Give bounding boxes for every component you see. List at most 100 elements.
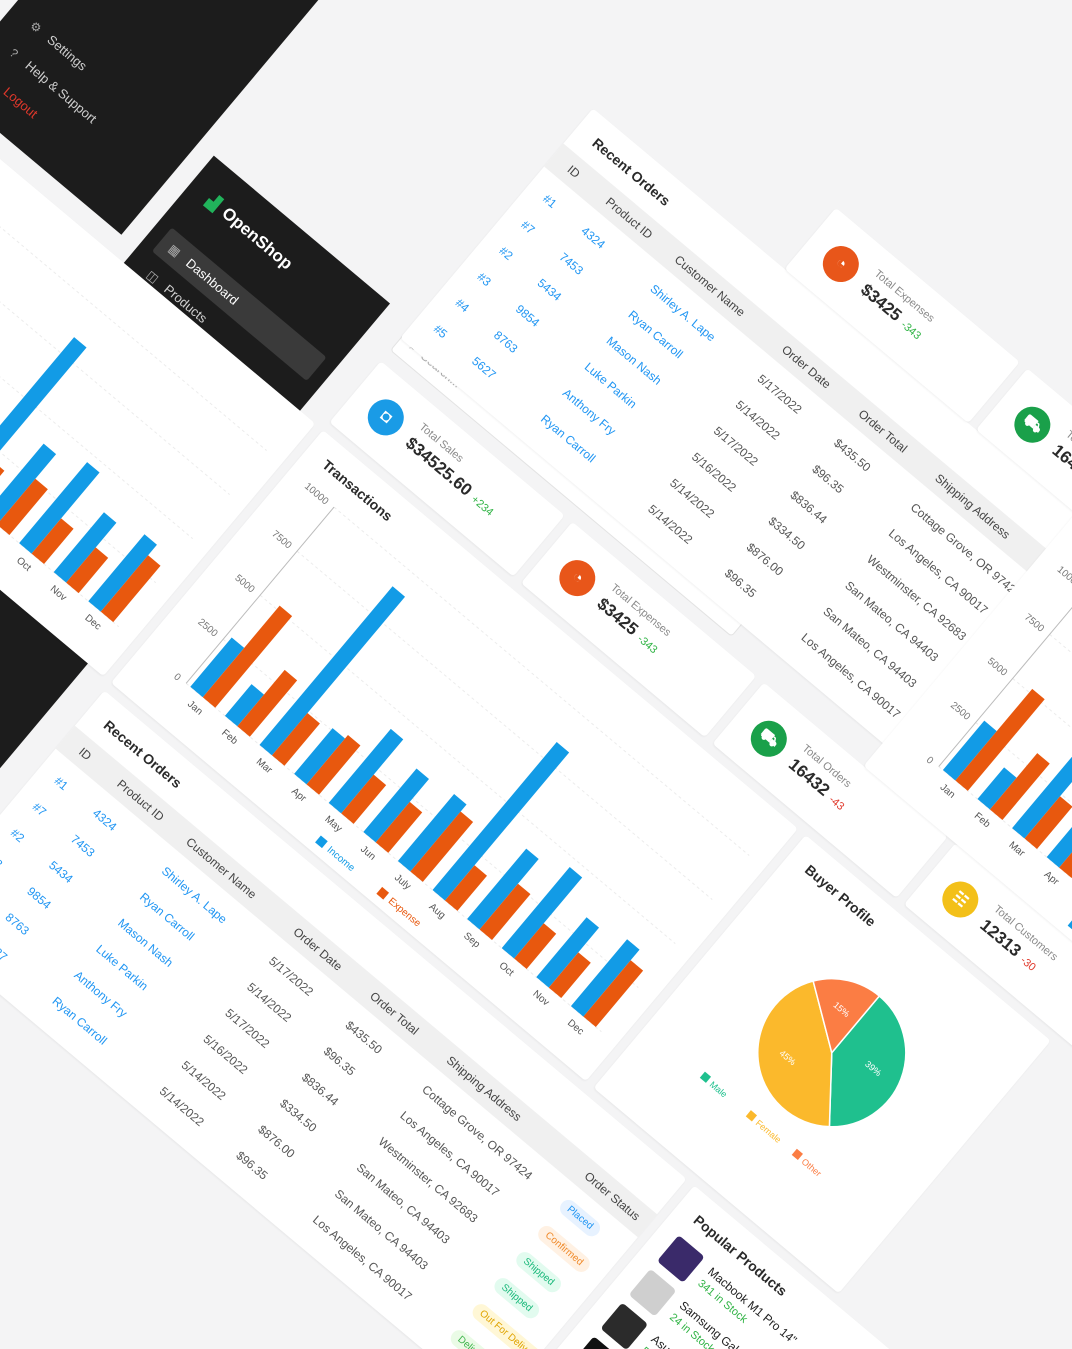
cell-product: 7453 xyxy=(556,249,587,278)
bar-income-nov xyxy=(53,512,117,583)
transactions-chart: 025005000750010000JanFebMarAprMayJunJuly… xyxy=(171,481,750,1037)
bar-expense-nov xyxy=(548,952,591,999)
bar-income-feb xyxy=(224,684,264,727)
cell-product: 8763 xyxy=(491,327,521,356)
bar-expense-apr xyxy=(306,735,361,795)
stat-delta: -30 xyxy=(1017,954,1038,974)
bar-expense-feb xyxy=(237,669,298,737)
cell-id: #5 xyxy=(430,321,451,342)
cell-total: $435.50 xyxy=(831,435,874,475)
grid-line xyxy=(296,550,713,900)
x-tick-label: Jun xyxy=(358,844,377,863)
bar-expense-feb xyxy=(989,753,1050,820)
transactions-chart: 025005000750010000JanFebMarAprMayJunJuly… xyxy=(924,564,1072,1116)
cell-product: 5434 xyxy=(534,275,565,304)
grid-line xyxy=(0,277,120,628)
bar-expense-dec xyxy=(100,555,161,623)
bar-income-mar xyxy=(1012,669,1072,839)
cell-product: 4324 xyxy=(578,223,608,252)
cell-product: 5627 xyxy=(469,353,499,382)
transactions-card: Transactions025005000750010000JanFebMarA… xyxy=(863,513,1072,1165)
bar-expense-jan xyxy=(202,605,293,708)
bar-expense-sep xyxy=(479,883,531,940)
stat-value-text: 16432 xyxy=(1048,440,1072,486)
x-tick-label: July xyxy=(392,872,413,892)
stat-delta: -43 xyxy=(826,793,847,814)
logout-icon: ⇥ xyxy=(0,69,2,89)
legend-label: Expense xyxy=(386,896,423,930)
bar-expense-mar xyxy=(1024,796,1072,849)
bar-income-oct xyxy=(501,867,583,959)
bar-income-may xyxy=(328,728,404,814)
transactions-card: Transactions025005000750010000JanFebMarA… xyxy=(0,25,316,677)
stat-delta: -343 xyxy=(634,632,660,657)
x-tick-label: Oct xyxy=(14,555,33,574)
stat-delta: -343 xyxy=(898,318,924,343)
cell-product: 9854 xyxy=(24,884,54,912)
logo-icon: ▟ xyxy=(203,192,224,213)
x-tick-label: Apr xyxy=(289,786,309,805)
x-tick-label: Sep xyxy=(461,930,482,950)
legend-label: Other xyxy=(800,1156,824,1178)
bar-expense-mar xyxy=(271,713,320,766)
y-axis xyxy=(938,590,1072,767)
cell-id: #7 xyxy=(518,217,538,237)
x-tick-label: Apr xyxy=(1042,869,1062,888)
cell-id: #3 xyxy=(0,851,6,872)
grid-line xyxy=(938,766,1072,1116)
cell-product: 7453 xyxy=(68,831,98,860)
bar-income-aug xyxy=(0,337,87,496)
help-icon: ? xyxy=(7,45,22,61)
bar-expense-aug xyxy=(444,865,487,911)
cell-id: #3 xyxy=(474,269,494,290)
bar-income-dec xyxy=(88,534,157,612)
legend-swatch-female xyxy=(745,1110,758,1122)
x-tick-label: Oct xyxy=(497,960,516,979)
chart-pie-icon: ◔ xyxy=(815,238,867,290)
cell-product: 4324 xyxy=(89,805,120,834)
bar-expense-sep xyxy=(0,478,48,536)
x-tick-label: Feb xyxy=(972,811,993,831)
bar-income-aug xyxy=(432,742,570,901)
cell-product: 8763 xyxy=(2,910,32,939)
bag-icon: ◘ xyxy=(360,392,412,443)
x-tick-label: Feb xyxy=(219,727,240,747)
pie-slice-female xyxy=(757,980,833,1128)
brand[interactable]: ▟ OpenShop xyxy=(203,191,296,274)
y-tick-label: 2500 xyxy=(948,700,972,723)
y-tick-label: 10000 xyxy=(302,481,331,508)
y-tick-label: 2500 xyxy=(195,617,219,640)
bar-income-dec xyxy=(570,939,640,1017)
column-header: ID xyxy=(564,162,583,181)
y-tick-label: 0 xyxy=(924,755,936,767)
cell-id: #4 xyxy=(452,295,472,316)
cell-id: #1 xyxy=(540,191,560,211)
grid-line xyxy=(185,682,602,1033)
stat-value: 16432-43 xyxy=(1048,441,1072,501)
bar-income-sep xyxy=(467,848,539,930)
legend-label: Income xyxy=(325,844,358,874)
bar-income-jan xyxy=(942,720,997,781)
legend-swatch-income xyxy=(1067,918,1072,932)
bar-income-mar xyxy=(259,586,406,756)
y-tick-label: 0 xyxy=(171,672,183,684)
y-tick-label: 10000 xyxy=(1055,564,1072,591)
grid-line xyxy=(0,101,267,451)
bar-expense-oct xyxy=(514,923,557,969)
bar-expense-jan xyxy=(955,688,1045,791)
legend-swatch-male xyxy=(699,1071,712,1083)
grid-line xyxy=(0,189,193,540)
grid-line xyxy=(0,145,230,495)
bar-expense-july xyxy=(410,811,474,882)
bar-income-apr xyxy=(1046,811,1072,868)
stat-delta: +234 xyxy=(468,493,496,519)
y-tick-label: 5000 xyxy=(985,656,1009,679)
x-tick-label: Jan xyxy=(185,699,204,718)
x-tick-label: Aug xyxy=(427,901,448,921)
y-tick-label: 7500 xyxy=(1022,612,1046,635)
grid-line xyxy=(333,506,750,856)
cart-icon: ⛟ xyxy=(1006,399,1058,451)
pie-slice-other xyxy=(812,978,881,1055)
